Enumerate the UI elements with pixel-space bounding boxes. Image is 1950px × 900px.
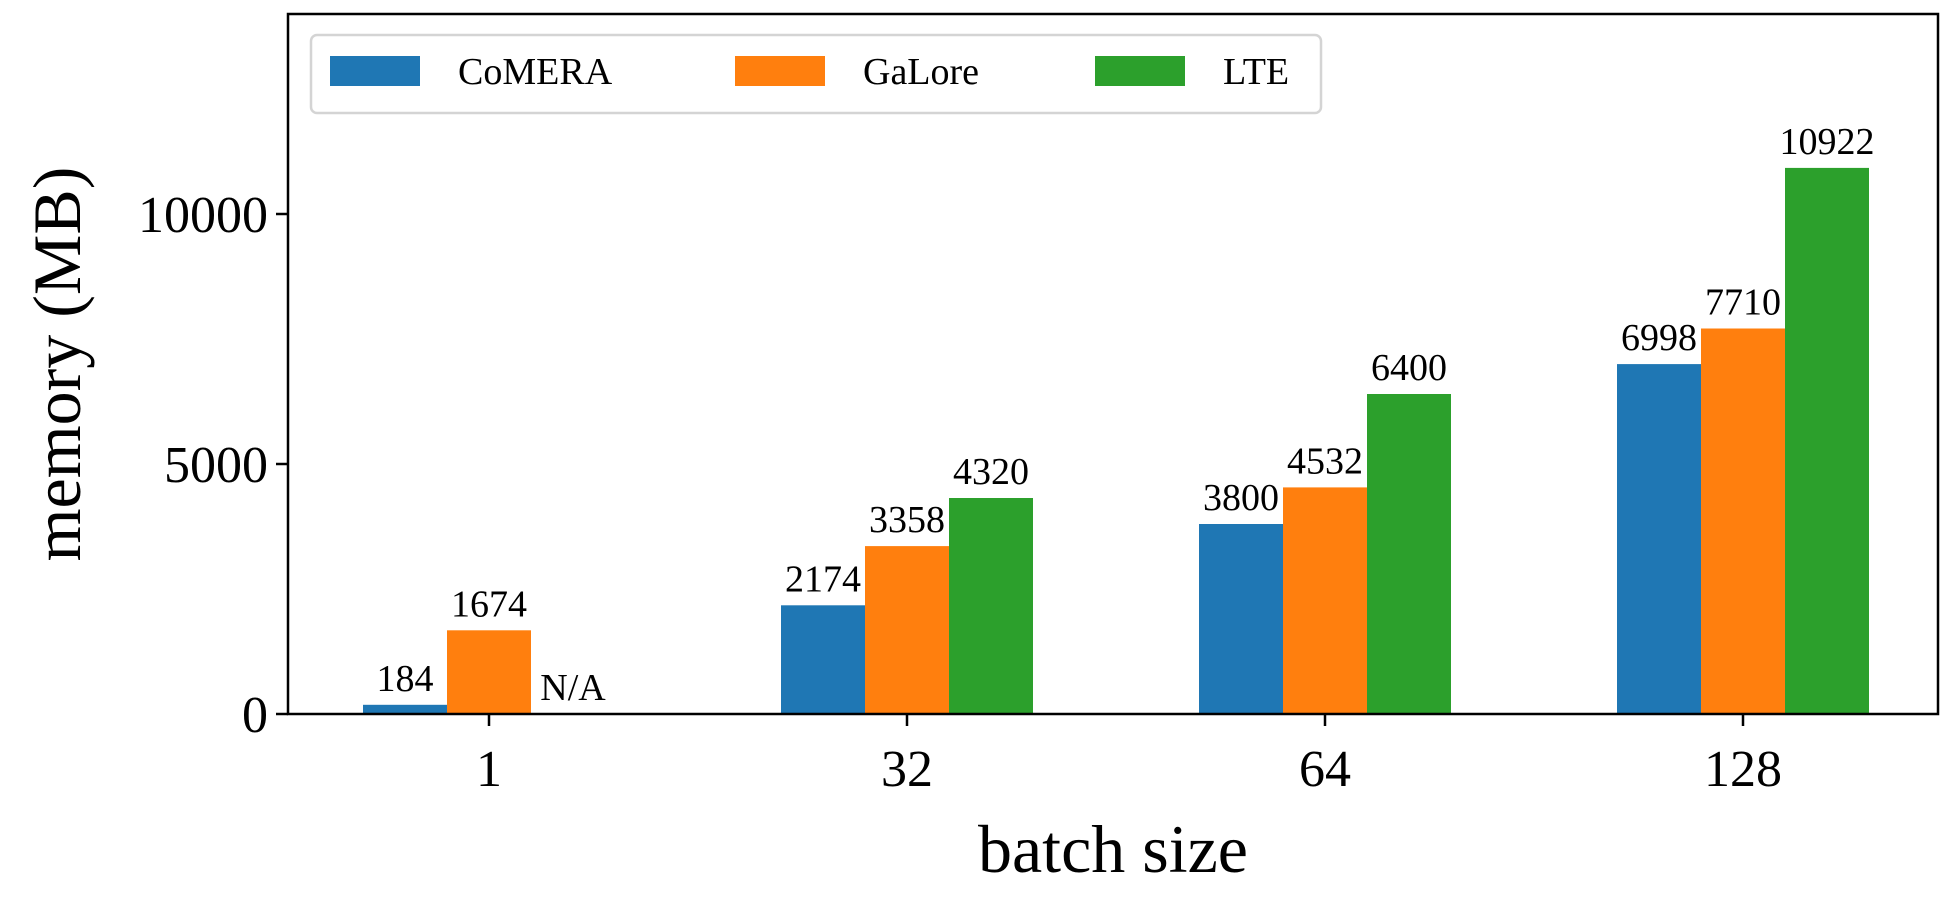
data-label-galore-128: 7710: [1705, 282, 1781, 324]
data-label-galore-32: 3358: [869, 499, 945, 541]
bar-lte-64: [1367, 394, 1451, 714]
legend: CoMERA GaLore LTE: [309, 33, 1323, 115]
x-axis: 1 32 64 128: [476, 714, 1782, 798]
bar-galore-64: [1283, 487, 1367, 714]
x-tick-label: 128: [1704, 741, 1782, 798]
x-tick-label: 64: [1299, 741, 1351, 798]
y-tick-label: 5000: [164, 437, 268, 494]
legend-label-galore: GaLore: [863, 51, 979, 93]
data-label-comera-128: 6998: [1621, 317, 1697, 359]
y-axis: 0 5000 10000: [138, 187, 288, 744]
bar-comera-32: [781, 605, 865, 714]
data-label-lte-64: 6400: [1371, 347, 1447, 389]
legend-swatch-lte: [1095, 56, 1185, 86]
legend-label-comera: CoMERA: [458, 51, 613, 93]
data-label-comera-64: 3800: [1203, 477, 1279, 519]
data-label-comera-32: 2174: [785, 558, 861, 600]
data-label-lte-128: 10922: [1780, 121, 1875, 163]
y-tick-label: 10000: [138, 187, 268, 244]
y-axis-title: memory (MB): [19, 167, 95, 562]
bar-comera-1: [363, 704, 447, 714]
x-axis-title: batch size: [978, 811, 1248, 887]
data-label-lte-32: 4320: [953, 451, 1029, 493]
plot-frame: [286, 12, 1940, 716]
data-label-comera-1: 184: [377, 658, 434, 700]
legend-swatch-galore: [735, 56, 825, 86]
bars-layer: [363, 167, 1869, 714]
x-tick-label: 1: [476, 741, 502, 798]
bar-lte-128: [1785, 167, 1869, 714]
bar-galore-32: [865, 546, 949, 714]
bar-galore-1: [447, 630, 531, 714]
data-label-galore-64: 4532: [1287, 440, 1363, 482]
data-label-galore-1: 1674: [451, 583, 527, 625]
bar-comera-128: [1617, 364, 1701, 714]
y-tick-label: 0: [242, 687, 268, 744]
x-tick-label: 32: [881, 741, 933, 798]
bar-lte-32: [949, 498, 1033, 714]
bar-galore-128: [1701, 328, 1785, 714]
legend-label-lte: LTE: [1223, 51, 1289, 93]
bar-comera-64: [1199, 524, 1283, 714]
data-label-lte-1: N/A: [540, 667, 606, 709]
legend-swatch-comera: [330, 56, 420, 86]
